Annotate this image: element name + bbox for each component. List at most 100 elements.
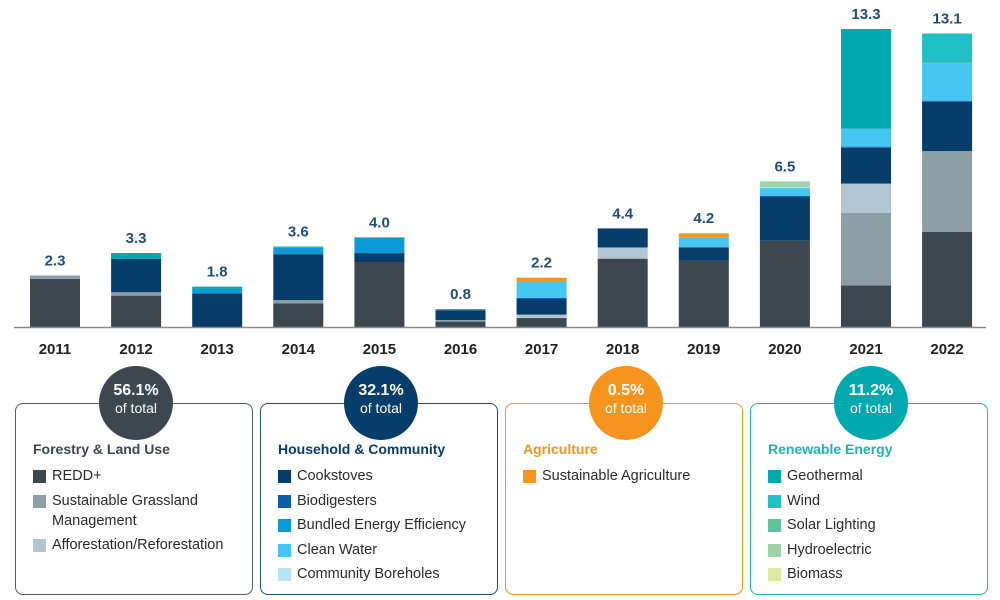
legend-group-renewable-energy: Renewable Energy Geothermal Wind Solar Ligh… <box>750 403 988 595</box>
percent-value: 11.2% <box>848 382 894 399</box>
bar-segment-cookstoves-2012 <box>111 258 162 293</box>
bar-2014 <box>273 246 324 327</box>
bar-segment-hydroelectric-2019 <box>678 232 729 235</box>
bar-segment-sustainable-agriculture-2019 <box>678 234 729 238</box>
legend-swatch <box>33 494 46 508</box>
bar-segment-redd-2012 <box>111 295 162 327</box>
percent-badge-household-community: 32.1% of total <box>344 366 418 440</box>
bar-segment-afforestation-reforestation-2021 <box>841 183 891 213</box>
bar-segment-clean-water-2022 <box>922 63 973 101</box>
legend-label: Cookstoves <box>297 468 373 484</box>
bar-2018 <box>597 228 648 327</box>
legend-swatch <box>33 539 46 552</box>
bar-segment-biodigesters-2020 <box>759 195 810 198</box>
x-tick-label-2013: 2013 <box>201 341 234 358</box>
x-tick-label-2022: 2022 <box>930 341 963 358</box>
bars-layer <box>30 29 973 327</box>
percent-value: 0.5% <box>607 382 645 399</box>
x-tick-label-2019: 2019 <box>687 341 720 358</box>
legend-swatch <box>278 543 291 557</box>
legend-item-redd: REDD+ <box>33 466 244 486</box>
legend-label: Biomass <box>787 566 843 582</box>
legend-item-solar-lighting: Solar Lighting <box>768 515 979 535</box>
stacked-bar-chart: 2.3 2011 3.3 2012 1.8 2013 3.6 2014 4.0 2015 0.8 20… <box>14 6 986 358</box>
legend-group-agriculture: Agriculture Sustainable Agriculture <box>505 403 743 595</box>
bar-2016 <box>435 309 486 327</box>
legend-item-wind: Wind <box>768 491 979 511</box>
bar-segment-cookstoves-2017 <box>516 298 567 315</box>
percent-badge-forestry-land-use: 56.1% of total <box>99 366 173 440</box>
legend-item-community-boreholes: Community Boreholes <box>278 564 489 584</box>
bar-segment-cookstoves-2021 <box>841 147 891 184</box>
bar-segment-redd-2020 <box>759 240 810 327</box>
legend-label: Sustainable Grassland Management <box>52 492 198 529</box>
x-tick-label-2018: 2018 <box>606 341 639 358</box>
bar-segment-sustainable-grassland-management-2022 <box>922 151 973 232</box>
legend-swatch <box>278 519 291 532</box>
legend-group-title: Household & Community <box>278 441 446 457</box>
bar-segment-cookstoves-2022 <box>922 101 973 152</box>
legend-list: Cookstoves Biodigesters Bundled Energy Eff… <box>278 466 489 589</box>
value-label-2015: 4.0 <box>369 214 390 231</box>
percent-value: 32.1% <box>358 382 404 399</box>
bar-segment-redd-2017 <box>516 318 567 327</box>
legend-label: Hydroelectric <box>787 541 872 558</box>
bar-segment-clean-water-2020 <box>759 188 810 196</box>
legend-label: Clean Water <box>297 541 378 558</box>
legend-item-clean-water: Clean Water <box>278 540 489 560</box>
bar-segment-biodigesters-2021 <box>841 146 891 148</box>
bar-segment-geothermal-2016 <box>435 309 486 311</box>
legend-swatch <box>278 470 291 483</box>
bar-segment-redd-2018 <box>597 258 648 327</box>
bar-segment-cookstoves-2014 <box>273 254 324 301</box>
bar-segment-redd-2014 <box>273 303 324 327</box>
value-label-2020: 6.5 <box>774 158 795 175</box>
legend-label: REDD+ <box>52 468 102 484</box>
bar-2015 <box>354 237 405 327</box>
bar-segment-solar-lighting-2022 <box>922 62 973 64</box>
percent-badge-renewable-energy: 11.2% of total <box>834 366 908 440</box>
bar-segment-bundled-energy-efficiency-2014 <box>273 247 324 255</box>
x-tick-label-2014: 2014 <box>282 341 316 358</box>
legend-label: Wind <box>787 492 821 509</box>
percent-caption: of total <box>114 400 158 416</box>
bar-segment-sustainable-grassland-management-2011 <box>30 275 80 279</box>
x-tick-label-2017: 2017 <box>525 341 558 358</box>
bar-segment-hydroelectric-2020 <box>759 181 810 187</box>
legend-label: Biodigesters <box>297 492 377 509</box>
legend-item-bundled-energy-efficiency: Bundled Energy Efficiency <box>278 515 489 535</box>
legend-swatch <box>768 543 781 557</box>
bar-segment-sustainable-grassland-management-2021 <box>841 212 891 286</box>
bar-segment-geothermal-2013 <box>192 286 243 289</box>
legend-item-sustainable-grassland-management: Sustainable Grassland Management <box>33 491 244 531</box>
x-tick-label-2016: 2016 <box>444 341 477 358</box>
legend-item-geothermal: Geothermal <box>768 466 979 486</box>
bar-segment-redd-2011 <box>30 278 80 327</box>
legend-label: Solar Lighting <box>787 517 876 533</box>
bar-segment-wind-2022 <box>922 33 973 63</box>
value-label-2022: 13.1 <box>932 10 961 27</box>
bar-2017 <box>516 277 567 327</box>
bar-segment-community-boreholes-2020 <box>759 186 810 189</box>
bar-segment-redd-2016 <box>435 321 486 327</box>
bar-segment-clean-water-2021 <box>841 128 891 147</box>
legend-swatch <box>768 494 781 508</box>
percent-caption: of total <box>604 400 648 416</box>
legend-item-biomass: Biomass <box>768 564 979 584</box>
legend-swatch <box>768 519 781 532</box>
bar-segment-cookstoves-2019 <box>678 247 729 261</box>
bar-segment-cookstoves-2016 <box>435 310 486 321</box>
value-label-2019: 4.2 <box>693 210 714 227</box>
value-label-2013: 1.8 <box>207 264 228 281</box>
percent-caption: of total <box>849 400 893 416</box>
legend-label: Geothermal <box>787 468 863 484</box>
bar-segment-redd-2015 <box>354 262 405 327</box>
legend-item-hydroelectric: Hydroelectric <box>768 540 979 560</box>
bar-segment-clean-water-2017 <box>516 281 567 298</box>
bar-segment-clean-water-2019 <box>678 237 729 248</box>
x-tick-label-2015: 2015 <box>363 341 396 358</box>
bar-2013 <box>192 286 243 327</box>
bar-segment-biodigesters-2022 <box>922 100 973 102</box>
legend-item-sustainable-agriculture: Sustainable Agriculture <box>523 466 734 486</box>
bar-segment-cookstoves-2013 <box>192 293 243 327</box>
